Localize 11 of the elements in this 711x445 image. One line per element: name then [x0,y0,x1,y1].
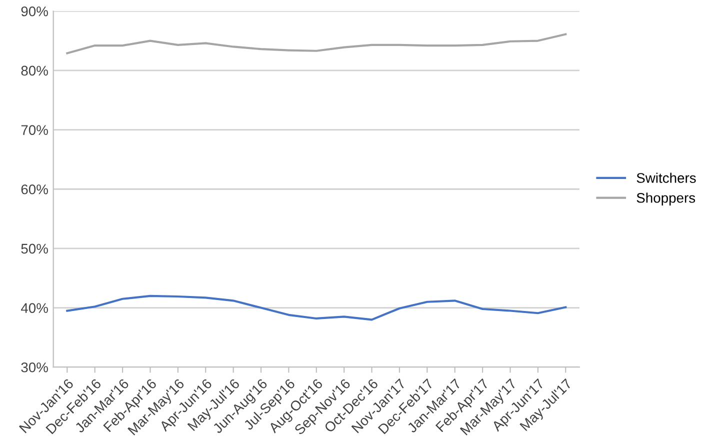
y-tick-label: 60% [21,184,48,194]
y-tick-label: 90% [21,6,48,16]
line-series [66,294,567,321]
legend-label: Shoppers [636,192,696,206]
y-tick-label: 70% [21,125,48,135]
y-tick-label: 30% [21,362,48,372]
y-tick-label: 40% [20,303,48,313]
y-tick-label: 50% [21,244,48,254]
line-series [66,33,567,54]
y-tick-label: 80% [21,66,48,76]
legend-label: Switchers [636,172,696,183]
